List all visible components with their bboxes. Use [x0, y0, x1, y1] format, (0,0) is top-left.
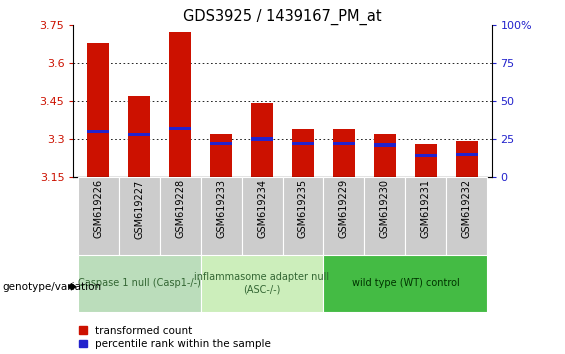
Bar: [201, 255, 324, 312]
Bar: [251, 137, 273, 141]
Bar: [292, 129, 314, 177]
Bar: [364, 177, 406, 255]
Bar: [324, 177, 364, 255]
Bar: [415, 144, 437, 177]
Text: GSM619230: GSM619230: [380, 179, 390, 238]
Bar: [77, 255, 201, 312]
Bar: [210, 134, 232, 177]
Bar: [251, 103, 273, 177]
Text: GSM619228: GSM619228: [175, 179, 185, 239]
Text: GSM619229: GSM619229: [339, 179, 349, 239]
Text: wild type (WT) control: wild type (WT) control: [351, 278, 459, 288]
Bar: [119, 177, 159, 255]
Text: GSM619232: GSM619232: [462, 179, 472, 239]
Bar: [77, 177, 119, 255]
Text: genotype/variation: genotype/variation: [3, 282, 102, 292]
Text: GSM619234: GSM619234: [257, 179, 267, 238]
Bar: [210, 142, 232, 145]
Bar: [159, 177, 201, 255]
Bar: [456, 142, 478, 177]
Bar: [128, 133, 150, 136]
Text: inflammasome adapter null
(ASC-/-): inflammasome adapter null (ASC-/-): [194, 272, 329, 294]
Bar: [406, 177, 446, 255]
Bar: [292, 142, 314, 145]
Bar: [169, 127, 192, 130]
Text: GDS3925 / 1439167_PM_at: GDS3925 / 1439167_PM_at: [183, 9, 382, 25]
Bar: [446, 177, 488, 255]
Bar: [87, 42, 109, 177]
Bar: [241, 177, 282, 255]
Bar: [324, 255, 488, 312]
Legend: transformed count, percentile rank within the sample: transformed count, percentile rank withi…: [79, 326, 271, 349]
Bar: [87, 130, 109, 133]
Bar: [373, 143, 396, 147]
Bar: [373, 134, 396, 177]
Bar: [201, 177, 241, 255]
Bar: [415, 154, 437, 157]
Bar: [333, 129, 355, 177]
Text: GSM619233: GSM619233: [216, 179, 226, 238]
Bar: [333, 142, 355, 145]
Text: GSM619226: GSM619226: [93, 179, 103, 239]
Text: Caspase 1 null (Casp1-/-): Caspase 1 null (Casp1-/-): [77, 278, 201, 288]
Text: GSM619227: GSM619227: [134, 179, 144, 239]
Bar: [128, 96, 150, 177]
Text: GSM619235: GSM619235: [298, 179, 308, 239]
Text: GSM619231: GSM619231: [421, 179, 431, 238]
Bar: [282, 177, 324, 255]
Bar: [456, 153, 478, 156]
Bar: [169, 32, 192, 177]
